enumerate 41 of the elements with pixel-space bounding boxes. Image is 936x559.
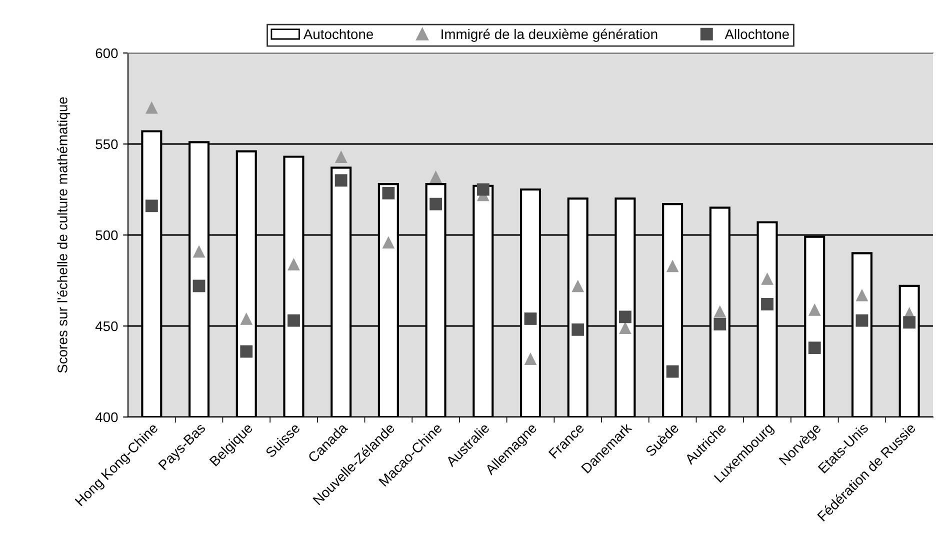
point: [334, 150, 348, 163]
legend-label: Immigré de la deuxième génération: [442, 28, 658, 42]
point: [714, 318, 726, 330]
y-tick-label: 400: [95, 412, 118, 422]
point: [808, 342, 821, 354]
point: [145, 101, 158, 114]
point: [666, 260, 679, 272]
point: [572, 323, 584, 336]
point: [430, 198, 442, 210]
point: [192, 245, 206, 258]
y-tick-label: 500: [96, 230, 118, 240]
point: [288, 258, 300, 270]
point: [240, 345, 253, 358]
point: [618, 322, 632, 334]
y-tick-label: 600: [96, 48, 118, 58]
point: [761, 272, 774, 285]
point: [382, 236, 395, 248]
point: [524, 312, 537, 325]
y-axis-title: Scores sur l'échelle de culture mathématique: [56, 97, 70, 373]
point: [572, 280, 584, 292]
point: [714, 305, 726, 318]
point: [430, 170, 442, 183]
point: [808, 303, 821, 316]
point: [856, 288, 868, 302]
point: [288, 314, 300, 327]
point: [618, 310, 632, 324]
point: [334, 174, 348, 187]
point: [476, 183, 490, 196]
point: [903, 316, 916, 329]
point: [192, 280, 206, 292]
y-tick-label: 550: [96, 139, 118, 150]
point: [666, 365, 679, 378]
point: [382, 186, 395, 200]
point: [761, 298, 774, 310]
point: [856, 314, 868, 327]
point: [240, 312, 253, 325]
point: [524, 352, 537, 365]
legend-label: Allochtone: [724, 28, 789, 40]
y-tick-label: 450: [95, 321, 118, 332]
legend-label: Autochtone: [303, 28, 374, 40]
point: [145, 200, 158, 212]
